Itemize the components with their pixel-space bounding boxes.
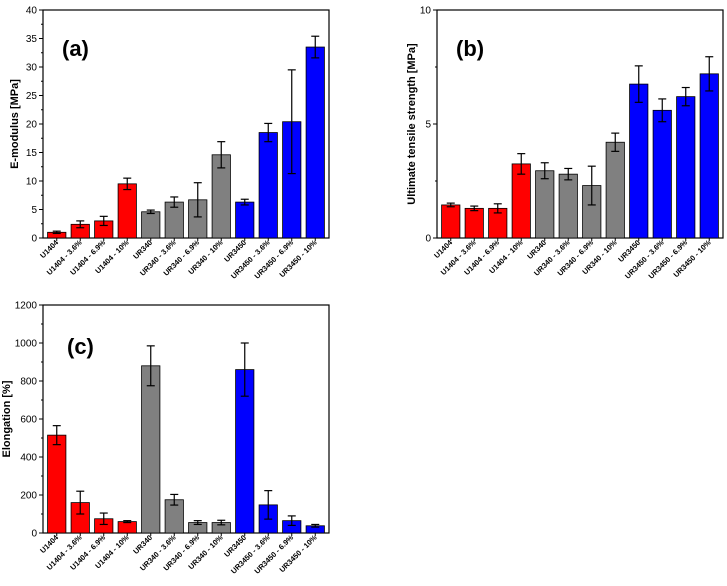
y-axis-title: Ultimate tensile strength [MPa] — [406, 43, 418, 205]
y-tick-label: 15 — [26, 148, 38, 159]
bar-ur340 — [141, 211, 161, 239]
y-tick-label: 5 — [31, 205, 37, 216]
y-tick-label: 5 — [425, 120, 431, 131]
y-axis-title: Elongation [%] — [1, 380, 13, 457]
y-tick-label: 400 — [20, 453, 37, 464]
bar-ur340 — [141, 365, 161, 534]
bar-u1404-10- — [117, 183, 137, 239]
bar-ur3450-3-6- — [652, 109, 672, 239]
y-tick-label: 10 — [26, 177, 38, 188]
bar-u1404-10- — [117, 521, 137, 534]
bar-ur3450-6-9- — [676, 96, 696, 239]
bar-ur340-3-6- — [558, 173, 578, 239]
bar-ur3450-10- — [305, 46, 325, 239]
y-tick-label: 200 — [20, 491, 37, 502]
bar-ur340-10- — [605, 141, 625, 239]
y-tick-label: 0 — [31, 529, 37, 540]
bar-ur3450-10- — [699, 73, 719, 239]
y-axis-title: E-modulus [MPa] — [9, 79, 21, 169]
bar-u1404 — [47, 434, 67, 534]
bar-ur3450-3-6- — [258, 132, 278, 239]
panel-label: (a) — [62, 36, 89, 61]
y-tick-label: 1000 — [15, 339, 38, 350]
bar-ur3450 — [235, 201, 255, 239]
y-tick-label: 30 — [26, 63, 38, 74]
y-tick-label: 1200 — [15, 301, 38, 312]
y-tick-label: 25 — [26, 91, 38, 102]
y-tick-label: 20 — [26, 120, 38, 131]
panel-label: (c) — [67, 334, 94, 359]
bar-u1404-3-6- — [464, 207, 484, 239]
y-tick-label: 35 — [26, 34, 38, 45]
bar-ur340 — [535, 170, 555, 239]
y-tick-label: 40 — [26, 6, 38, 17]
y-tick-label: 600 — [20, 415, 37, 426]
y-tick-label: 0 — [31, 234, 37, 245]
panel-label: (b) — [456, 36, 484, 61]
y-tick-label: 0 — [425, 234, 431, 245]
bar-u1404-10- — [511, 163, 531, 239]
y-tick-label: 800 — [20, 377, 37, 388]
bar-ur3450 — [629, 83, 649, 239]
y-tick-label: 10 — [420, 6, 432, 17]
bar-u1404 — [441, 204, 461, 239]
